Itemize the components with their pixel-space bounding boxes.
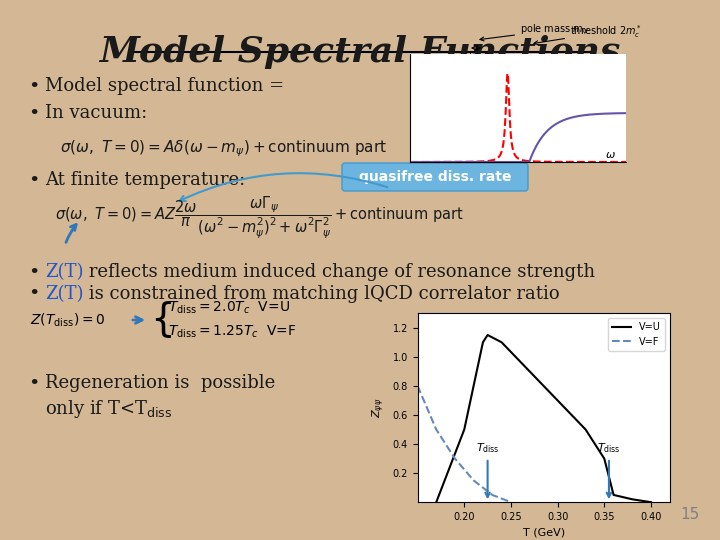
Text: $Z(T_\mathrm{diss})=0$: $Z(T_\mathrm{diss})=0$ [30,311,105,329]
Text: Z(T): Z(T) [45,285,84,303]
Text: $T_\mathrm{diss}=2.0T_c$  V=U: $T_\mathrm{diss}=2.0T_c$ V=U [168,300,290,316]
Text: $T_\mathrm{diss}=1.25T_c$  V=F: $T_\mathrm{diss}=1.25T_c$ V=F [168,324,297,340]
V=U [628,496,636,503]
Line: V=F: V=F [418,386,511,502]
Text: •: • [28,172,40,190]
V=U [526,368,534,375]
V=F [507,499,516,505]
V=U [432,499,441,505]
Text: •: • [28,105,40,123]
Text: is constrained from matching lQCD correlator ratio: is constrained from matching lQCD correl… [83,285,559,303]
V=F [451,455,459,462]
Text: •: • [28,264,40,282]
Text: $T_\mathrm{diss}$: $T_\mathrm{diss}$ [597,441,621,497]
V=U [581,426,590,433]
Text: only if T<T$_\mathrm{diss}$: only if T<T$_\mathrm{diss}$ [45,398,173,420]
V=U [609,492,618,498]
V=U [479,339,487,346]
Text: 15: 15 [680,507,700,522]
Text: $\sigma(\omega,\ T=0) = AZ\dfrac{2\omega}{\pi}\dfrac{\omega\Gamma_\psi}{(\omega^: $\sigma(\omega,\ T=0) = AZ\dfrac{2\omega… [55,195,464,241]
Text: width $\Gamma_\psi$: width $\Gamma_\psi$ [456,52,495,65]
V=F [469,477,478,484]
Legend: V=U, V=F: V=U, V=F [608,318,665,350]
Text: $T_\mathrm{diss}$: $T_\mathrm{diss}$ [476,441,500,497]
Y-axis label: $Z_{\psi\psi}$: $Z_{\psi\psi}$ [371,397,387,418]
Text: $\omega$: $\omega$ [605,150,616,160]
V=F [432,426,441,433]
Text: Z(T): Z(T) [45,263,84,281]
V=U [600,455,608,462]
V=U [647,499,655,505]
V=U [498,339,506,346]
Text: •: • [28,375,40,393]
Text: •: • [28,78,40,96]
V=F [413,383,422,389]
Text: reflects medium induced change of resonance strength: reflects medium induced change of resona… [83,263,595,281]
Text: $\sigma(\omega,\ T=0) = A\delta(\omega - m_\psi) + \mathrm{continuum\ part}$: $\sigma(\omega,\ T=0) = A\delta(\omega -… [60,138,387,159]
Line: V=U: V=U [436,335,651,502]
Text: pole mass $m_\psi$: pole mass $m_\psi$ [480,23,589,41]
V=U [553,397,562,404]
Text: $\{$: $\{$ [150,300,172,341]
Text: In vacuum:: In vacuum: [45,104,148,122]
Text: threshold $2m_c^*$: threshold $2m_c^*$ [534,24,642,45]
FancyBboxPatch shape [342,163,528,191]
Text: Model Spectral Functions: Model Spectral Functions [99,35,621,69]
V=F [488,492,497,498]
X-axis label: T (GeV): T (GeV) [523,528,564,537]
Text: quasifree diss. rate: quasifree diss. rate [359,170,511,184]
Text: Regeneration is  possible: Regeneration is possible [45,374,275,392]
V=U [460,426,469,433]
Text: Model spectral function =: Model spectral function = [45,77,284,95]
Text: •: • [28,285,40,303]
V=U [483,332,492,338]
Text: At finite temperature:: At finite temperature: [45,171,246,189]
